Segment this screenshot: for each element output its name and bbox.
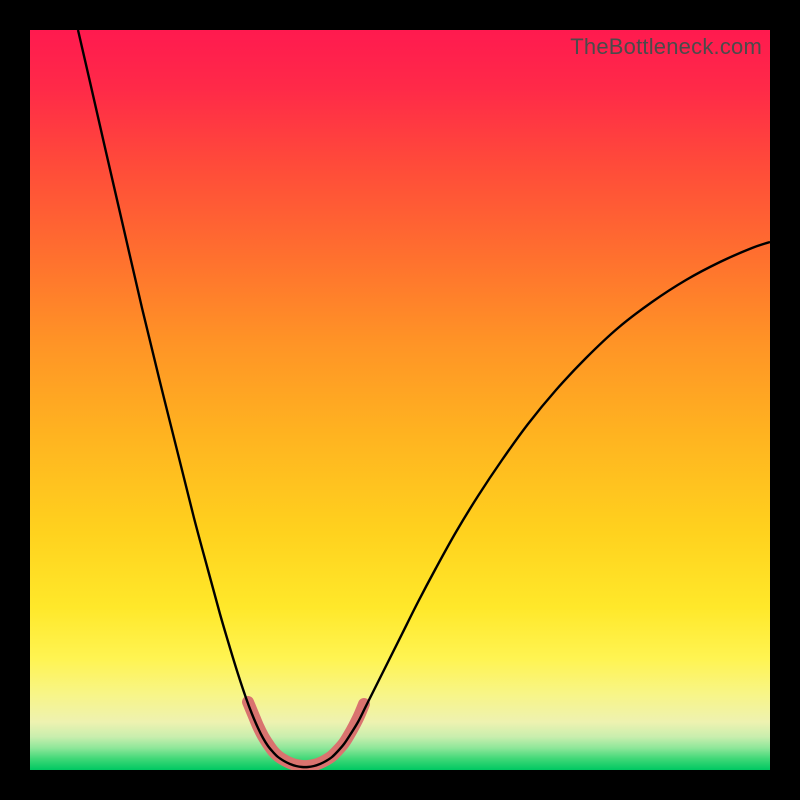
curve-layer: [30, 30, 770, 770]
bottleneck-curve: [78, 30, 770, 767]
chart-frame: TheBottleneck.com: [30, 30, 770, 770]
optimal-region-band: [248, 702, 364, 766]
watermark-text: TheBottleneck.com: [570, 34, 762, 60]
